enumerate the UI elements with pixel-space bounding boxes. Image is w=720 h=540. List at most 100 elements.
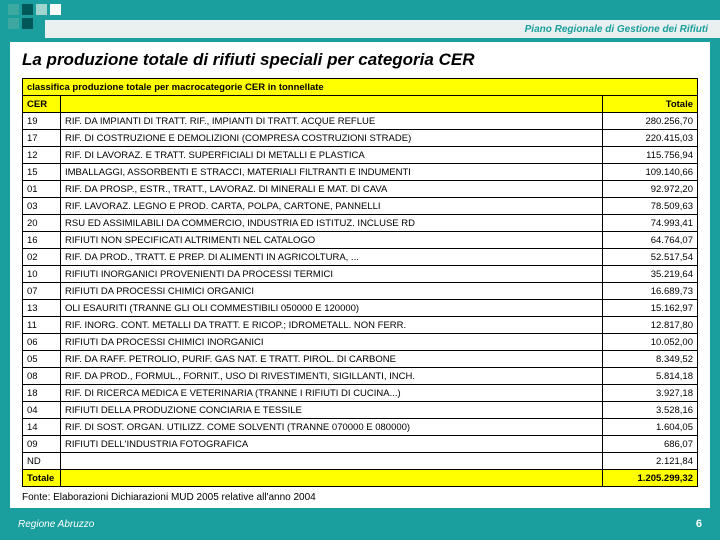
cell-total: 74.993,41 bbox=[603, 215, 698, 232]
footer-region: Regione Abruzzo bbox=[18, 519, 94, 530]
cell-cer: 14 bbox=[23, 419, 61, 436]
cell-total: 78.509,63 bbox=[603, 198, 698, 215]
cell-cer: ND bbox=[23, 453, 61, 470]
header-bar: Piano Regionale di Gestione dei Rifiuti bbox=[45, 20, 720, 38]
table-row: 01RIF. DA PROSP., ESTR., TRATT., LAVORAZ… bbox=[23, 181, 698, 198]
cell-desc: RIFIUTI NON SPECIFICATI ALTRIMENTI NEL C… bbox=[61, 232, 603, 249]
cell-desc: RIF. DI SOST. ORGAN. UTILIZZ. COME SOLVE… bbox=[61, 419, 603, 436]
table-total-row: Totale 1.205.299,32 bbox=[23, 470, 698, 487]
cell-total: 2.121,84 bbox=[603, 453, 698, 470]
cell-desc: IMBALLAGGI, ASSORBENTI E STRACCI, MATERI… bbox=[61, 164, 603, 181]
cell-cer: 15 bbox=[23, 164, 61, 181]
table-row: 14RIF. DI SOST. ORGAN. UTILIZZ. COME SOL… bbox=[23, 419, 698, 436]
cell-cer: 10 bbox=[23, 266, 61, 283]
cell-cer: 04 bbox=[23, 402, 61, 419]
cell-desc: RIF. DA IMPIANTI DI TRATT. RIF., IMPIANT… bbox=[61, 113, 603, 130]
cell-total: 12.817,80 bbox=[603, 317, 698, 334]
cell-desc: RSU ED ASSIMILABILI DA COMMERCIO, INDUST… bbox=[61, 215, 603, 232]
cell-cer: 05 bbox=[23, 351, 61, 368]
content-area: La produzione totale di rifiuti speciali… bbox=[10, 42, 710, 508]
cell-desc: RIFIUTI INORGANICI PROVENIENTI DA PROCES… bbox=[61, 266, 603, 283]
cell-desc bbox=[61, 453, 603, 470]
cell-cer: 17 bbox=[23, 130, 61, 147]
table-row: 03RIF. LAVORAZ. LEGNO E PROD. CARTA, POL… bbox=[23, 198, 698, 215]
table-row: 05RIF. DA RAFF. PETROLIO, PURIF. GAS NAT… bbox=[23, 351, 698, 368]
table-row: 12RIF. DI LAVORAZ. E TRATT. SUPERFICIALI… bbox=[23, 147, 698, 164]
table-row: 04RIFIUTI DELLA PRODUZIONE CONCIARIA E T… bbox=[23, 402, 698, 419]
cell-desc: RIFIUTI DELLA PRODUZIONE CONCIARIA E TES… bbox=[61, 402, 603, 419]
cell-cer: 02 bbox=[23, 249, 61, 266]
cell-total: 109.140,66 bbox=[603, 164, 698, 181]
cell-cer: 12 bbox=[23, 147, 61, 164]
table-header-row: CER Totale bbox=[23, 96, 698, 113]
table-row: 08RIF. DA PROD., FORMUL., FORNIT., USO D… bbox=[23, 368, 698, 385]
table-row: 15IMBALLAGGI, ASSORBENTI E STRACCI, MATE… bbox=[23, 164, 698, 181]
cell-total: 3.927,18 bbox=[603, 385, 698, 402]
footer-bar: Regione Abruzzo 6 bbox=[0, 518, 720, 530]
table-row: 13OLI ESAURITI (TRANNE GLI OLI COMMESTIB… bbox=[23, 300, 698, 317]
table-row: 11RIF. INORG. CONT. METALLI DA TRATT. E … bbox=[23, 317, 698, 334]
cell-total: 1.604,05 bbox=[603, 419, 698, 436]
production-table: classifica produzione totale per macroca… bbox=[22, 78, 698, 487]
cell-cer: 08 bbox=[23, 368, 61, 385]
cell-desc: RIF. INORG. CONT. METALLI DA TRATT. E RI… bbox=[61, 317, 603, 334]
col-total: Totale bbox=[603, 96, 698, 113]
cell-cer: 16 bbox=[23, 232, 61, 249]
cell-total: 10.052,00 bbox=[603, 334, 698, 351]
cell-cer: 09 bbox=[23, 436, 61, 453]
cell-desc: RIFIUTI DA PROCESSI CHIMICI ORGANICI bbox=[61, 283, 603, 300]
cell-cer: 11 bbox=[23, 317, 61, 334]
slide-title: La produzione totale di rifiuti speciali… bbox=[22, 50, 698, 70]
cell-cer: 03 bbox=[23, 198, 61, 215]
cell-total: 280.256,70 bbox=[603, 113, 698, 130]
cell-total: 5.814,18 bbox=[603, 368, 698, 385]
cell-desc: RIF. DA PROD., TRATT. E PREP. DI ALIMENT… bbox=[61, 249, 603, 266]
cell-desc: OLI ESAURITI (TRANNE GLI OLI COMMESTIBIL… bbox=[61, 300, 603, 317]
cell-total: 35.219,64 bbox=[603, 266, 698, 283]
cell-desc: RIF. DI LAVORAZ. E TRATT. SUPERFICIALI D… bbox=[61, 147, 603, 164]
cell-total: 16.689,73 bbox=[603, 283, 698, 300]
table-caption-row: classifica produzione totale per macroca… bbox=[23, 79, 698, 96]
table-row: ND 2.121,84 bbox=[23, 453, 698, 470]
col-desc bbox=[61, 96, 603, 113]
cell-cer: 01 bbox=[23, 181, 61, 198]
total-label: Totale bbox=[23, 470, 61, 487]
table-row: 16RIFIUTI NON SPECIFICATI ALTRIMENTI NEL… bbox=[23, 232, 698, 249]
table-row: 06RIFIUTI DA PROCESSI CHIMICI INORGANICI… bbox=[23, 334, 698, 351]
table-row: 09RIFIUTI DELL'INDUSTRIA FOTOGRAFICA686,… bbox=[23, 436, 698, 453]
cell-total: 3.528,16 bbox=[603, 402, 698, 419]
page-number: 6 bbox=[696, 518, 702, 530]
total-value: 1.205.299,32 bbox=[603, 470, 698, 487]
col-cer: CER bbox=[23, 96, 61, 113]
cell-desc: RIF. DA RAFF. PETROLIO, PURIF. GAS NAT. … bbox=[61, 351, 603, 368]
cell-cer: 20 bbox=[23, 215, 61, 232]
source-note: Fonte: Elaborazioni Dichiarazioni MUD 20… bbox=[22, 492, 698, 503]
table-row: 20RSU ED ASSIMILABILI DA COMMERCIO, INDU… bbox=[23, 215, 698, 232]
cell-desc: RIF. LAVORAZ. LEGNO E PROD. CARTA, POLPA… bbox=[61, 198, 603, 215]
cell-total: 115.756,94 bbox=[603, 147, 698, 164]
table-caption: classifica produzione totale per macroca… bbox=[23, 79, 698, 96]
table-row: 07RIFIUTI DA PROCESSI CHIMICI ORGANICI16… bbox=[23, 283, 698, 300]
cell-cer: 19 bbox=[23, 113, 61, 130]
cell-total: 220.415,03 bbox=[603, 130, 698, 147]
cell-total: 64.764,07 bbox=[603, 232, 698, 249]
cell-total: 15.162,97 bbox=[603, 300, 698, 317]
cell-desc: RIFIUTI DELL'INDUSTRIA FOTOGRAFICA bbox=[61, 436, 603, 453]
table-row: 18RIF. DI RICERCA MEDICA E VETERINARIA (… bbox=[23, 385, 698, 402]
cell-desc: RIFIUTI DA PROCESSI CHIMICI INORGANICI bbox=[61, 334, 603, 351]
cell-total: 92.972,20 bbox=[603, 181, 698, 198]
header-title: Piano Regionale di Gestione dei Rifiuti bbox=[525, 24, 708, 35]
cell-desc: RIF. DI COSTRUZIONE E DEMOLIZIONI (COMPR… bbox=[61, 130, 603, 147]
table-row: 19RIF. DA IMPIANTI DI TRATT. RIF., IMPIA… bbox=[23, 113, 698, 130]
cell-desc: RIF. DI RICERCA MEDICA E VETERINARIA (TR… bbox=[61, 385, 603, 402]
table-row: 02RIF. DA PROD., TRATT. E PREP. DI ALIME… bbox=[23, 249, 698, 266]
cell-total: 686,07 bbox=[603, 436, 698, 453]
table-row: 17RIF. DI COSTRUZIONE E DEMOLIZIONI (COM… bbox=[23, 130, 698, 147]
cell-total: 52.517,54 bbox=[603, 249, 698, 266]
cell-cer: 07 bbox=[23, 283, 61, 300]
cell-cer: 13 bbox=[23, 300, 61, 317]
cell-desc: RIF. DA PROD., FORMUL., FORNIT., USO DI … bbox=[61, 368, 603, 385]
cell-desc: RIF. DA PROSP., ESTR., TRATT., LAVORAZ. … bbox=[61, 181, 603, 198]
cell-cer: 06 bbox=[23, 334, 61, 351]
cell-cer: 18 bbox=[23, 385, 61, 402]
